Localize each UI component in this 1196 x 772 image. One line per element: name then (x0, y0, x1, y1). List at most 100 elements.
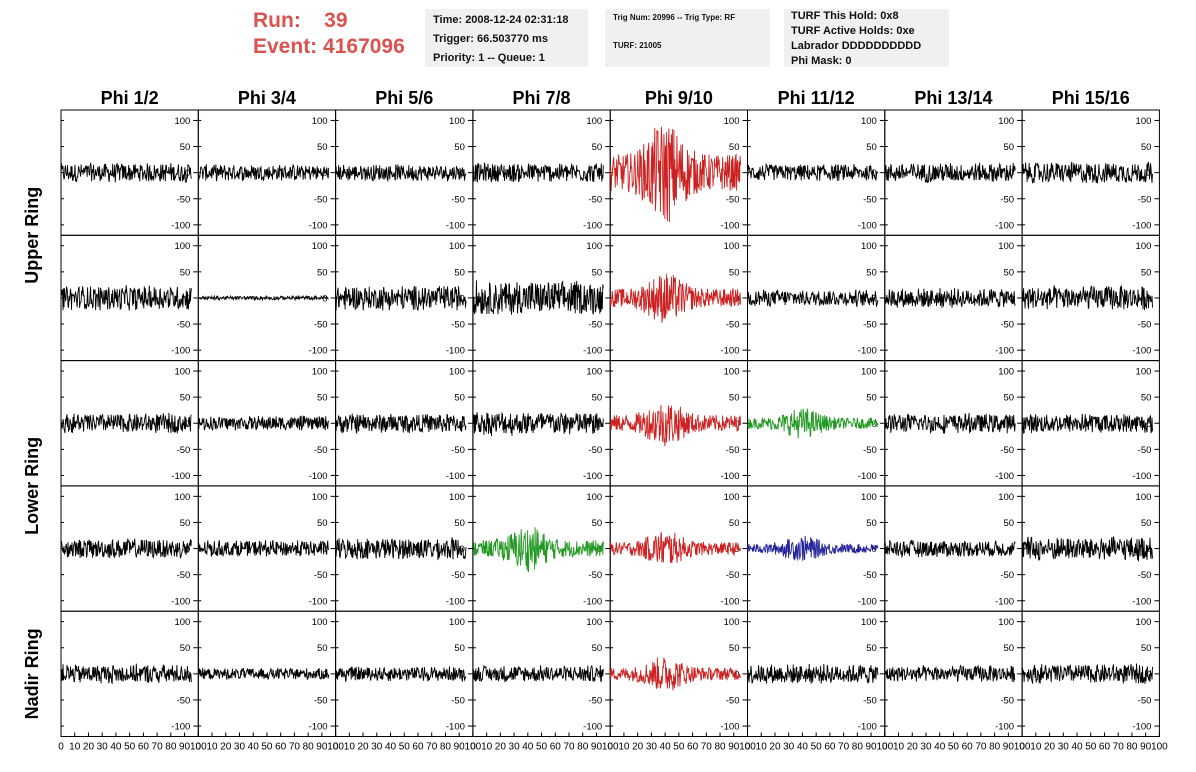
y-tick-label-r3-c1-1: 50 (180, 393, 191, 404)
y-tick-label-r2-c5-3: -50 (726, 320, 740, 331)
x-tick-label-c8-10: 100 (1151, 742, 1168, 753)
y-tick-label-r3-c8-1: 50 (1141, 393, 1152, 404)
trace-r5-c6 (747, 663, 879, 684)
y-tick-label-r1-c2-4: -100 (309, 220, 328, 231)
y-tick-label-r1-c6-0: 100 (861, 116, 877, 127)
y-tick-label-r3-c5-0: 100 (724, 367, 740, 378)
y-tick-label-r3-c5-3: -50 (726, 445, 740, 456)
column-header-2: Phi 3/4 (238, 88, 296, 108)
y-tick-label-r3-c2-2: 0 (322, 419, 327, 430)
run-value: 39 (324, 9, 348, 32)
y-tick-label-r2-c5-0: 100 (724, 241, 740, 252)
y-tick-label-r1-c3-3: -50 (451, 194, 465, 205)
y-tick-label-r4-c2-2: 0 (322, 544, 327, 555)
y-tick-label-r2-c2-3: -50 (314, 320, 328, 331)
x-tick-label-c5-7: 70 (701, 742, 713, 753)
y-tick-label-r3-c8-4: -100 (1132, 471, 1151, 482)
x-tick-label-c2-3: 30 (234, 742, 246, 753)
x-tick-label-c7-8: 80 (989, 742, 1001, 753)
y-tick-label-r1-c1-4: -100 (171, 220, 190, 231)
x-tick-label-c4-3: 30 (509, 742, 521, 753)
y-tick-label-r3-c4-4: -100 (583, 471, 602, 482)
trace-r5-c1 (60, 663, 192, 685)
x-tick-label-c8-7: 70 (1113, 742, 1125, 753)
y-tick-label-r5-c3-3: -50 (451, 695, 465, 706)
y-tick-label-r2-c1-1: 50 (180, 267, 191, 278)
row-label-1: Upper Ring (22, 187, 42, 284)
y-tick-label-r5-c1-1: 50 (180, 643, 191, 654)
y-tick-label-r2-c1-3: -50 (177, 320, 191, 331)
x-tick-label-c5-9: 90 (728, 742, 740, 753)
y-tick-label-r4-c7-0: 100 (998, 492, 1014, 503)
y-tick-label-r2-c4-0: 100 (586, 241, 602, 252)
y-tick-label-r1-c4-0: 100 (586, 116, 602, 127)
x-tick-label-c7-2: 20 (907, 742, 919, 753)
y-tick-label-r1-c7-1: 50 (1004, 142, 1015, 153)
y-tick-label-r3-c2-1: 50 (317, 393, 328, 404)
x-tick-label-c1-3: 30 (97, 742, 109, 753)
trace-r2-c7 (884, 288, 1016, 308)
x-tick-label-c4-2: 20 (495, 742, 507, 753)
x-tick-label-c5-8: 80 (714, 742, 726, 753)
y-tick-label-r5-c2-1: 50 (317, 643, 328, 654)
x-tick-label-c6-5: 50 (811, 742, 823, 753)
y-tick-label-r5-c2-4: -100 (309, 722, 328, 733)
y-tick-label-r5-c2-3: -50 (314, 695, 328, 706)
x-tick-label-c4-7: 70 (563, 742, 575, 753)
y-tick-label-r1-c5-4: -100 (720, 220, 739, 231)
y-tick-label-r1-c4-1: 50 (592, 142, 603, 153)
y-tick-label-r1-c4-3: -50 (588, 194, 602, 205)
y-tick-label-r2-c5-4: -100 (720, 346, 739, 357)
trace-r3-c4 (472, 411, 604, 437)
y-tick-label-r3-c3-1: 50 (454, 393, 465, 404)
x-tick-label-c8-5: 50 (1085, 742, 1097, 753)
y-tick-label-r1-c3-1: 50 (454, 142, 465, 153)
x-tick-label-c3-1: 10 (344, 742, 356, 753)
y-tick-label-r2-c1-4: -100 (171, 346, 190, 357)
x-tick-label-c5-10: 100 (739, 742, 756, 753)
y-tick-label-r1-c8-3: -50 (1138, 194, 1152, 205)
y-tick-label-r4-c3-4: -100 (446, 596, 465, 607)
y-tick-label-r3-c1-2: 0 (185, 419, 190, 430)
y-tick-label-r4-c3-0: 100 (449, 492, 465, 503)
y-tick-label-r5-c6-1: 50 (866, 643, 877, 654)
y-tick-label-r4-c8-4: -100 (1132, 596, 1151, 607)
y-tick-label-r4-c4-1: 50 (592, 518, 603, 529)
x-tick-label-c6-6: 60 (824, 742, 836, 753)
x-tick-label-c6-9: 90 (866, 742, 878, 753)
y-tick-label-r5-c4-0: 100 (586, 617, 602, 628)
y-tick-label-r1-c2-3: -50 (314, 194, 328, 205)
y-tick-label-r1-c6-3: -50 (863, 194, 877, 205)
trace-r3-c7 (884, 412, 1016, 434)
x-tick-label-c1-5: 50 (124, 742, 136, 753)
trace-r4-c5 (609, 531, 742, 564)
y-tick-label-r1-c1-0: 100 (174, 116, 190, 127)
y-tick-label-r3-c3-4: -100 (446, 471, 465, 482)
y-tick-label-r1-c7-2: 0 (1009, 168, 1014, 179)
y-tick-label-r3-c1-0: 100 (174, 367, 190, 378)
trace-r1-c3 (335, 163, 467, 183)
y-tick-label-r5-c1-3: -50 (177, 695, 191, 706)
y-tick-label-r4-c2-4: -100 (309, 596, 328, 607)
x-tick-label-c5-0: 0 (607, 742, 613, 753)
y-tick-label-r1-c6-1: 50 (866, 142, 877, 153)
run-label: Run: (253, 9, 301, 32)
y-tick-label-r5-c5-0: 100 (724, 617, 740, 628)
x-tick-label-c7-3: 30 (920, 742, 932, 753)
y-tick-label-r3-c6-3: -50 (863, 445, 877, 456)
y-tick-label-r5-c2-0: 100 (312, 617, 328, 628)
x-tick-label-c2-6: 60 (275, 742, 287, 753)
y-tick-label-r5-c4-1: 50 (592, 643, 603, 654)
turf-line: TURF: 21005 (613, 41, 662, 50)
trigger-info-box: Trig Num: 20996 -- Trig Type: RF TURF: 2… (605, 9, 770, 67)
y-tick-label-r5-c3-2: 0 (460, 669, 465, 680)
y-tick-label-r4-c7-1: 50 (1004, 518, 1015, 529)
trace-r3-c6 (747, 407, 879, 439)
x-tick-label-c1-0: 0 (58, 742, 64, 753)
event-value: 4167096 (323, 35, 405, 58)
y-tick-label-r2-c1-0: 100 (174, 241, 190, 252)
y-tick-label-r4-c7-3: -50 (1000, 570, 1014, 581)
x-tick-label-c3-10: 100 (465, 742, 482, 753)
x-tick-label-c6-4: 40 (797, 742, 809, 753)
y-tick-label-r3-c8-0: 100 (1136, 367, 1152, 378)
